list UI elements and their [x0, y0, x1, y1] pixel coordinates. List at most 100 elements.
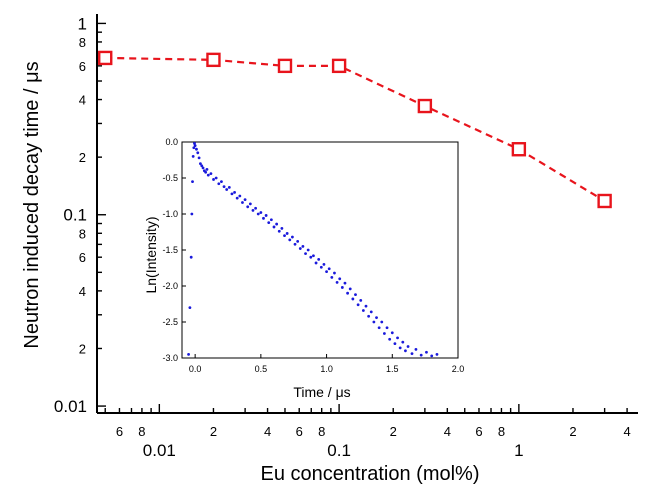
inset-data-point — [322, 263, 326, 266]
inset-data-point — [267, 221, 271, 225]
inset-x-tick-label: 1.5 — [386, 364, 399, 374]
x-minor-tick-label: 2 — [210, 424, 217, 439]
y-minor-tick-label: 6 — [79, 59, 86, 74]
inset-data-point — [251, 209, 255, 212]
inset-data-point — [317, 257, 321, 261]
data-point — [98, 50, 113, 66]
inset-data-point — [212, 178, 215, 181]
inset-data-point — [189, 255, 193, 259]
x-minor-tick-label: 8 — [498, 424, 505, 439]
inset-data-point — [340, 286, 344, 289]
x-minor-tick-label: 6 — [475, 424, 482, 439]
inset-data-point — [369, 310, 373, 314]
inset-data-point — [388, 337, 392, 341]
inset-data-point — [277, 229, 281, 233]
inset-data-point — [372, 320, 376, 324]
inset-data-point — [383, 332, 386, 335]
x-tick-label: 0.1 — [327, 441, 351, 460]
y-minor-tick-label: 4 — [79, 284, 86, 299]
inset-data-point — [367, 314, 371, 318]
y-minor-tick-label: 6 — [79, 250, 86, 265]
x-minor-tick-label: 2 — [569, 424, 576, 439]
inset-data-point — [187, 353, 190, 356]
inset-data-point — [241, 201, 244, 204]
data-point — [417, 98, 433, 114]
inset-data-point — [193, 144, 197, 148]
inset-data-point — [319, 265, 323, 269]
inset-data-point — [385, 326, 389, 330]
x-minor-tick-label: 6 — [116, 424, 123, 439]
inset-data-point — [191, 180, 194, 184]
y-minor-tick-label: 8 — [79, 35, 86, 50]
inset-frame — [181, 141, 459, 359]
inset-data-point — [188, 306, 192, 309]
inset-data-point — [404, 349, 407, 353]
inset-data-point — [312, 254, 315, 258]
x-minor-tick-label: 4 — [623, 424, 630, 439]
inset-x-tick-label: 0.5 — [255, 364, 268, 374]
x-minor-tick-label: 8 — [138, 424, 145, 439]
inset-x-tick-label: 2.0 — [452, 364, 465, 374]
inset-data-point — [259, 211, 263, 214]
x-axis-title: Eu concentration (mol%) — [261, 463, 480, 485]
inset-data-point — [325, 270, 328, 273]
inset-data-point — [380, 320, 384, 324]
inset-data-point — [222, 185, 226, 189]
inset-data-point — [254, 206, 257, 210]
y-minor-tick-label: 4 — [79, 93, 86, 108]
inset-x-axis-title: Time / μs — [293, 384, 350, 400]
inset-y-tick-label: 0.0 — [165, 137, 178, 147]
inset-data-point — [398, 346, 402, 350]
inset-data-point — [190, 212, 194, 216]
inset-data-point — [256, 212, 260, 216]
inset-data-point — [262, 216, 265, 220]
inset-y-tick-label: -2.5 — [162, 317, 178, 327]
data-point — [331, 58, 347, 74]
inset-data-point — [243, 198, 247, 202]
inset-data-point — [330, 275, 334, 279]
inset-data-point — [301, 245, 305, 248]
inset-data-point — [298, 247, 302, 250]
inset-data-point — [246, 205, 250, 209]
inset-data-point — [209, 172, 213, 176]
inset-data-point — [275, 222, 279, 226]
inset-data-point — [435, 353, 439, 356]
inset-data-point — [285, 232, 289, 235]
x-minor-tick-label: 2 — [390, 424, 397, 439]
inset-data-point — [288, 238, 292, 242]
y-tick-label: 0.01 — [54, 397, 87, 416]
inset-data-point — [235, 196, 239, 200]
inset-data-point — [200, 164, 204, 168]
y-axis-title: Neutron induced decay time / μs — [21, 61, 43, 348]
inset-y-tick-label: -2.0 — [162, 281, 178, 291]
inset-data-point — [309, 255, 313, 259]
inset-data-point — [193, 142, 196, 145]
x-tick-label: 0.01 — [143, 441, 176, 460]
inset-data-point — [199, 162, 202, 166]
inset-data-point — [217, 182, 221, 186]
inset-data-point — [197, 156, 201, 160]
y-tick-label: 1 — [78, 14, 87, 33]
inset-y-tick-label: -1.5 — [162, 245, 178, 255]
inset-data-point — [393, 342, 397, 345]
inset-x-tick-label: 1.0 — [320, 364, 333, 374]
data-point — [511, 142, 527, 157]
inset-data-point — [354, 293, 357, 297]
y-minor-tick-label: 2 — [79, 341, 86, 356]
inset-data-point — [293, 242, 297, 246]
y-minor-tick-label: 2 — [79, 150, 86, 165]
inset-data-point — [272, 225, 276, 229]
inset-data-point — [296, 239, 300, 243]
inset-data-point — [192, 146, 196, 150]
inset-y-tick-label: -1.0 — [162, 209, 178, 219]
inset-data-point — [191, 155, 195, 158]
inset-data-point — [430, 354, 434, 358]
inset-data-point — [410, 352, 414, 356]
inset-data-point — [204, 170, 208, 174]
inset-data-point — [269, 218, 273, 222]
inset-data-point — [283, 234, 286, 238]
inset-data-point — [225, 188, 229, 191]
inset-data-point — [201, 166, 205, 170]
